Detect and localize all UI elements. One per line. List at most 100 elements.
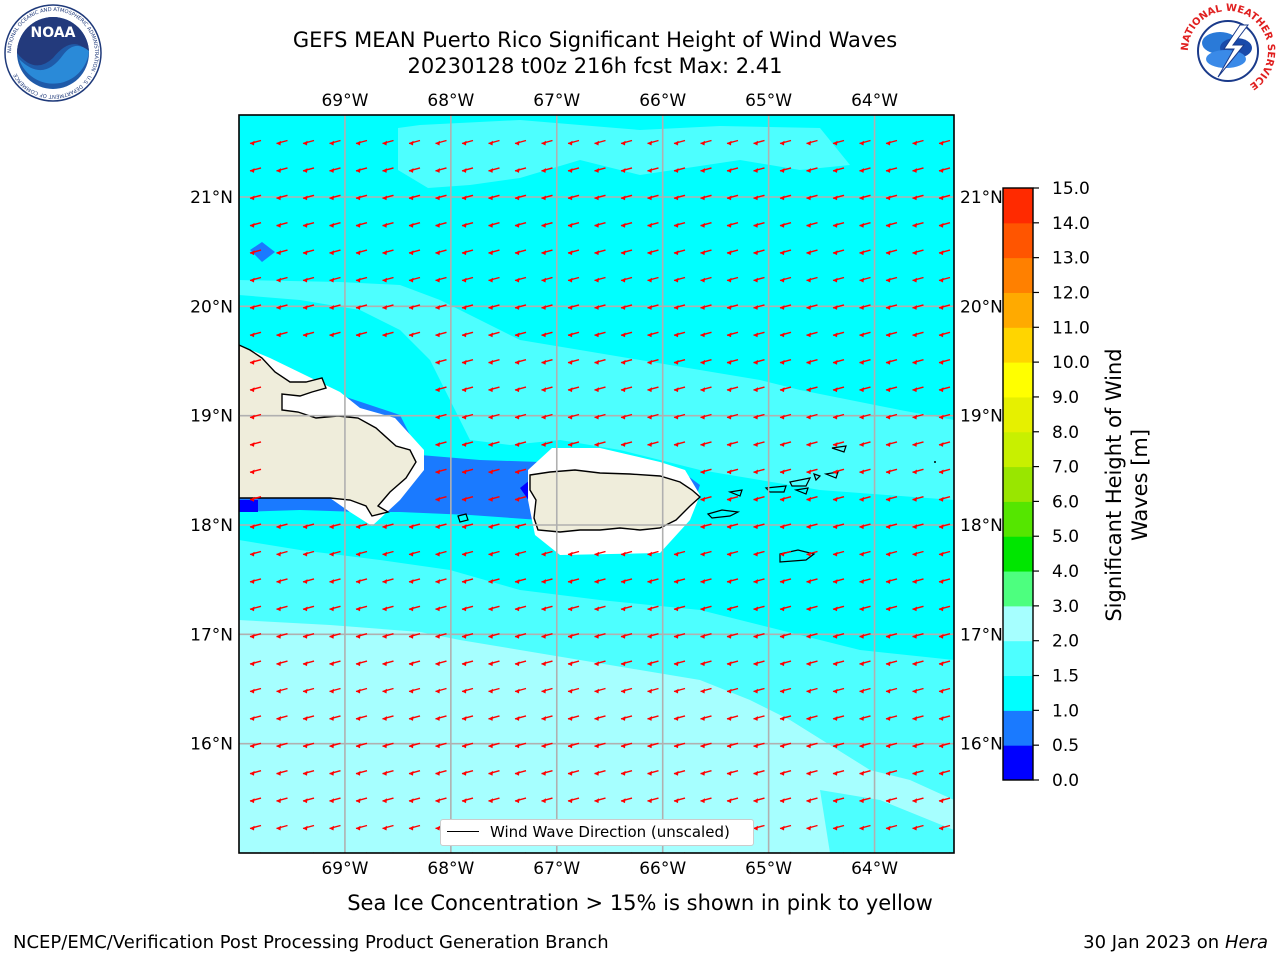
wave-arrow xyxy=(594,331,606,338)
wave-arrow xyxy=(885,468,898,475)
wave-arrow xyxy=(753,770,765,776)
colorbar-segment xyxy=(1003,188,1033,224)
wave-arrow xyxy=(249,413,262,420)
wave-arrow xyxy=(859,359,871,365)
wave-arrow xyxy=(673,276,686,283)
wave-arrow xyxy=(461,715,474,721)
wave-arrow xyxy=(806,797,818,804)
wave-arrow xyxy=(355,139,368,146)
wave-arrow xyxy=(249,550,262,557)
wave-arrow xyxy=(779,139,792,146)
wave-arrow xyxy=(779,496,792,502)
wave-arrow xyxy=(594,633,606,639)
wave-arrow xyxy=(514,413,527,420)
wave-arrow xyxy=(567,386,580,393)
wave-arrow xyxy=(408,139,421,146)
wave-arrow xyxy=(514,797,527,804)
wave-arrow xyxy=(355,578,368,584)
wave-arrow xyxy=(938,496,951,502)
wave-arrow xyxy=(620,550,633,557)
wave-arrow xyxy=(276,194,288,201)
wave-arrow xyxy=(488,660,500,667)
wave-arrow xyxy=(885,386,898,393)
wave-arrow xyxy=(488,359,500,365)
wave-arrow xyxy=(382,331,394,338)
wave-arrow xyxy=(382,715,394,721)
wave-arrow xyxy=(938,249,951,256)
wave-arrow xyxy=(461,413,474,420)
wave-arrow xyxy=(753,523,765,530)
wave-arrow xyxy=(912,276,924,283)
wave-arrow xyxy=(832,523,845,530)
wave-arrow xyxy=(912,605,924,612)
wave-arrow xyxy=(647,633,659,639)
wave-arrow xyxy=(249,797,262,804)
wave-arrow xyxy=(302,605,315,612)
wave-arrow xyxy=(859,797,871,804)
wave-arrow xyxy=(832,578,845,584)
wave-arrow xyxy=(329,222,341,228)
wave-arrow xyxy=(461,386,474,393)
wave-arrow xyxy=(249,824,262,831)
wave-arrow xyxy=(673,605,686,612)
wave-arrow xyxy=(700,167,712,173)
wave-arrow xyxy=(832,660,845,667)
wave-arrow xyxy=(832,797,845,804)
wave-arrow xyxy=(594,797,606,804)
wave-arrow xyxy=(673,139,686,146)
wave-arrow xyxy=(461,331,474,338)
wave-arrow xyxy=(408,742,421,749)
wave-arrow xyxy=(329,331,341,338)
wave-arrow xyxy=(912,633,924,639)
wave-arrow xyxy=(249,139,262,146)
wave-arrow xyxy=(700,222,712,228)
wave-arrow xyxy=(673,304,686,310)
wave-arrow xyxy=(700,194,712,201)
wave-arrow xyxy=(885,770,898,776)
wave-arrow xyxy=(779,249,792,256)
wave-arrow xyxy=(594,167,606,173)
wave-arrow xyxy=(461,359,474,365)
wave-arrow xyxy=(806,222,818,228)
wave-arrow xyxy=(832,468,845,475)
footer-host: Hera xyxy=(1224,932,1268,953)
wave-arrow xyxy=(435,167,447,173)
wave-arrow xyxy=(382,687,394,694)
wave-arrow xyxy=(514,331,527,338)
wave-arrow xyxy=(435,797,447,804)
wave-arrow xyxy=(938,386,951,393)
colorbar-frame xyxy=(1002,187,1034,781)
wave-arrow xyxy=(673,715,686,721)
wave-arrow xyxy=(594,550,606,557)
wave-arrow xyxy=(753,468,765,475)
wave-arrow xyxy=(806,687,818,694)
wave-arrow xyxy=(594,742,606,749)
wave-arrow xyxy=(488,222,500,228)
colorbar-segment xyxy=(1003,675,1033,711)
wave-arrow xyxy=(779,167,792,173)
wave-arrow xyxy=(673,578,686,584)
wave-arrow xyxy=(779,550,792,557)
wave-arrow xyxy=(461,441,474,447)
wave-arrow xyxy=(806,660,818,667)
colorbar-tick-label: 0.0 xyxy=(1052,771,1079,791)
wave-arrow xyxy=(832,386,845,393)
wave-arrow xyxy=(912,194,924,201)
wave-arrow xyxy=(302,331,315,338)
wave-arrow xyxy=(620,167,633,173)
wave-arrow xyxy=(673,222,686,228)
wave-arrow xyxy=(832,441,845,447)
wave-arrow xyxy=(885,742,898,749)
wave-arrow xyxy=(514,359,527,365)
wave-arrow xyxy=(541,715,553,721)
lon-tick-label-bottom: 64°W xyxy=(851,859,898,879)
wave-arrow xyxy=(779,413,792,420)
wave-arrow xyxy=(382,824,394,831)
wave-arrow xyxy=(700,304,712,310)
wave-arrow xyxy=(912,386,924,393)
lat-tick-label-right: 16°N xyxy=(960,735,1003,755)
wave-arrow xyxy=(806,194,818,201)
wave-arrow xyxy=(488,715,500,721)
colorbar-tick-label: 8.0 xyxy=(1052,423,1079,443)
wave-arrow xyxy=(302,249,315,256)
